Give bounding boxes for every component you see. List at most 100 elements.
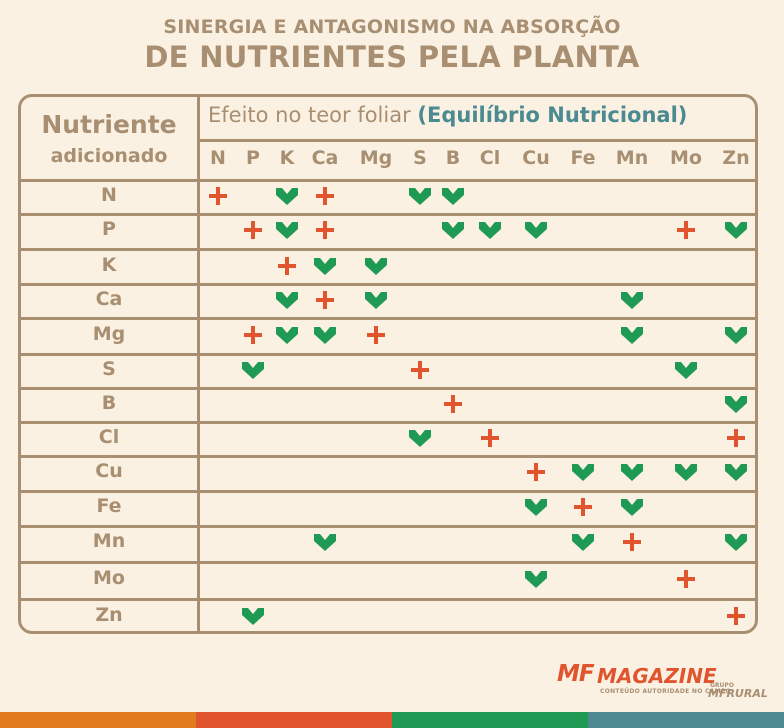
plus-icon bbox=[620, 531, 644, 553]
row-label-s: S bbox=[102, 358, 116, 380]
plus-icon bbox=[241, 219, 265, 241]
check-icon bbox=[241, 605, 265, 627]
title-line-2: DE NUTRIENTES PELA PLANTA bbox=[144, 40, 640, 74]
row-divider bbox=[21, 213, 755, 216]
logo-magazine: MAGAZINE bbox=[597, 664, 717, 688]
footer-color-segment bbox=[196, 712, 392, 728]
check-icon bbox=[364, 289, 388, 311]
row-divider bbox=[21, 421, 755, 424]
plus-icon bbox=[364, 324, 388, 346]
check-icon bbox=[364, 255, 388, 277]
check-icon bbox=[724, 461, 748, 483]
column-label-p: P bbox=[246, 147, 260, 169]
effect-title: Efeito no teor foliar (Equilíbrio Nutric… bbox=[208, 103, 687, 127]
logo-tagline: CONTEÚDO AUTORIDADE NO CAMPO bbox=[600, 688, 732, 695]
row-divider bbox=[21, 387, 755, 390]
plus-icon bbox=[441, 393, 465, 415]
row-label-p: P bbox=[102, 218, 116, 240]
effect-title-highlight: (Equilíbrio Nutricional) bbox=[417, 103, 688, 127]
check-icon bbox=[313, 531, 337, 553]
check-icon bbox=[313, 255, 337, 277]
plus-icon bbox=[275, 255, 299, 277]
check-icon bbox=[275, 185, 299, 207]
plus-icon bbox=[241, 324, 265, 346]
plus-icon bbox=[313, 219, 337, 241]
check-icon bbox=[524, 496, 548, 518]
check-icon bbox=[724, 219, 748, 241]
plus-icon bbox=[674, 568, 698, 590]
check-icon bbox=[674, 359, 698, 381]
header-nutrient: Nutriente bbox=[41, 110, 177, 139]
row-label-b: B bbox=[101, 392, 117, 414]
column-label-mn: Mn bbox=[615, 147, 649, 169]
row-divider bbox=[21, 317, 755, 320]
column-divider bbox=[197, 97, 200, 631]
row-label-k: K bbox=[101, 254, 117, 276]
row-label-mo: Mo bbox=[93, 567, 125, 589]
check-icon bbox=[724, 324, 748, 346]
row-divider bbox=[21, 179, 755, 182]
check-icon bbox=[275, 324, 299, 346]
row-divider bbox=[21, 248, 755, 251]
check-icon bbox=[441, 219, 465, 241]
row-label-fe: Fe bbox=[96, 495, 122, 517]
column-label-mo: Mo bbox=[670, 147, 702, 169]
nutrient-table bbox=[18, 94, 758, 634]
plus-icon bbox=[313, 185, 337, 207]
check-icon bbox=[524, 568, 548, 590]
check-icon bbox=[275, 289, 299, 311]
plus-icon bbox=[408, 359, 432, 381]
column-label-fe: Fe bbox=[570, 147, 596, 169]
check-icon bbox=[275, 219, 299, 241]
plus-icon bbox=[674, 219, 698, 241]
row-divider bbox=[21, 598, 755, 601]
effect-title-prefix: Efeito no teor foliar bbox=[208, 103, 411, 127]
logo-mf: MF bbox=[557, 661, 595, 687]
plus-icon bbox=[313, 289, 337, 311]
plus-icon bbox=[724, 427, 748, 449]
row-label-ca: Ca bbox=[95, 288, 123, 310]
check-icon bbox=[724, 393, 748, 415]
row-label-mg: Mg bbox=[92, 323, 126, 345]
check-icon bbox=[620, 461, 644, 483]
check-icon bbox=[620, 289, 644, 311]
column-label-s: S bbox=[413, 147, 427, 169]
row-divider bbox=[21, 455, 755, 458]
check-icon bbox=[441, 185, 465, 207]
check-icon bbox=[674, 461, 698, 483]
column-label-cu: Cu bbox=[522, 147, 550, 169]
check-icon bbox=[313, 324, 337, 346]
check-icon bbox=[524, 219, 548, 241]
column-label-zn: Zn bbox=[722, 147, 750, 169]
footer-color-segment bbox=[588, 712, 784, 728]
footer-color-segment bbox=[0, 712, 196, 728]
column-label-cl: Cl bbox=[479, 147, 501, 169]
row-label-mn: Mn bbox=[92, 530, 126, 552]
logo-mfrural: MFRURAL bbox=[708, 687, 768, 700]
check-icon bbox=[571, 531, 595, 553]
header-added: adicionado bbox=[50, 145, 168, 167]
header-divider bbox=[197, 139, 755, 142]
footer-color-segment bbox=[392, 712, 588, 728]
check-icon bbox=[620, 324, 644, 346]
row-label-cl: Cl bbox=[98, 426, 120, 448]
check-icon bbox=[724, 531, 748, 553]
plus-icon bbox=[206, 185, 230, 207]
check-icon bbox=[478, 219, 502, 241]
column-label-ca: Ca bbox=[311, 147, 339, 169]
check-icon bbox=[408, 185, 432, 207]
logo-grupo: GRUPO bbox=[710, 682, 734, 689]
check-icon bbox=[571, 461, 595, 483]
check-icon bbox=[620, 496, 644, 518]
column-label-b: B bbox=[445, 147, 461, 169]
title-line-1: SINERGIA E ANTAGONISMO NA ABSORÇÃO bbox=[163, 16, 621, 38]
row-divider bbox=[21, 283, 755, 286]
row-label-n: N bbox=[101, 184, 117, 206]
plus-icon bbox=[724, 605, 748, 627]
row-divider bbox=[21, 525, 755, 528]
column-label-n: N bbox=[210, 147, 226, 169]
row-divider bbox=[21, 490, 755, 493]
column-label-mg: Mg bbox=[359, 147, 393, 169]
row-label-zn: Zn bbox=[95, 604, 123, 626]
row-divider bbox=[21, 561, 755, 564]
